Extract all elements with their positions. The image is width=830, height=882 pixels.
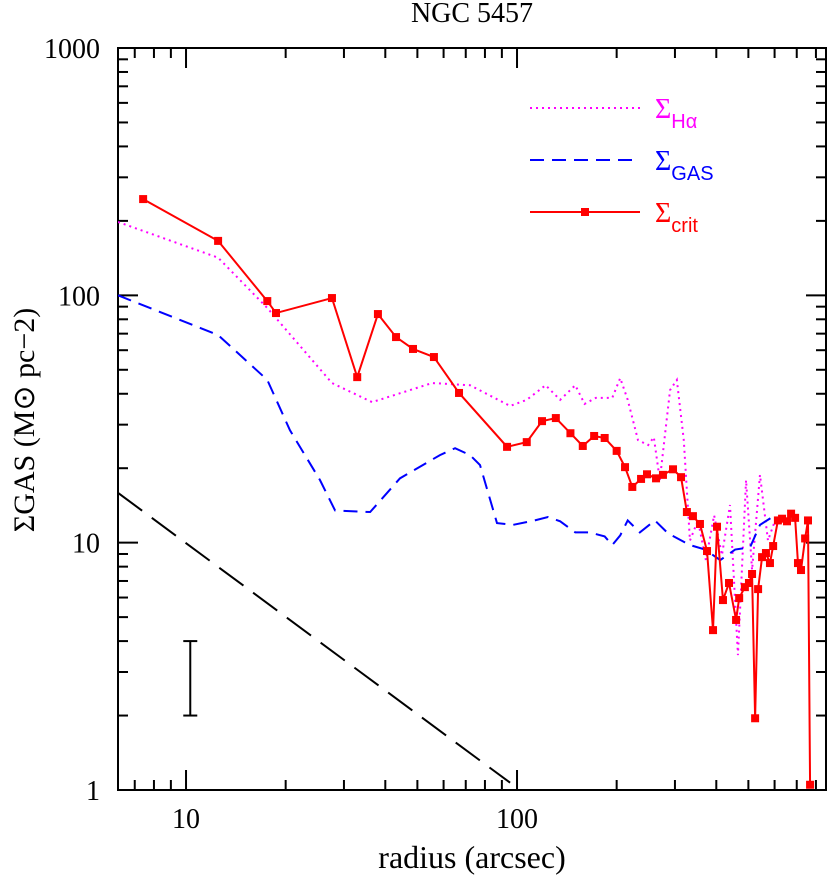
data-point (628, 482, 637, 491)
y-tick-label: 100 (58, 281, 100, 312)
x-axis-label: radius (arcsec) (378, 839, 565, 875)
series-line (118, 492, 511, 784)
data-point (735, 594, 744, 603)
data-point (658, 470, 667, 479)
data-point (695, 519, 704, 528)
data-point (806, 780, 815, 789)
data-point (709, 626, 718, 635)
data-point (538, 417, 547, 426)
legend-label: ΣGAS (655, 146, 714, 185)
data-point (732, 615, 741, 624)
plot-frame (117, 47, 827, 791)
data-point (725, 578, 734, 587)
data-point (718, 596, 727, 605)
data-point (263, 297, 272, 306)
data-point (578, 441, 587, 450)
data-point (522, 438, 531, 447)
y-tick-label: 1 (86, 776, 100, 807)
series-line (118, 221, 777, 656)
data-point (761, 549, 770, 558)
data-point (713, 522, 722, 531)
data-point (455, 388, 464, 397)
data-point (787, 509, 796, 518)
series-line (118, 294, 776, 562)
data-point (769, 542, 778, 551)
data-point (652, 474, 661, 483)
data-point (637, 474, 646, 483)
data-point (803, 516, 812, 525)
data-point (778, 514, 787, 523)
data-point (782, 517, 791, 526)
data-point (748, 569, 757, 578)
data-point (703, 547, 712, 556)
data-point (765, 559, 774, 568)
data-point (796, 566, 805, 575)
data-point (373, 310, 382, 319)
legend-marker (581, 208, 589, 216)
data-point (669, 465, 678, 474)
data-point (503, 442, 512, 451)
legend-label: ΣHα (655, 94, 697, 133)
data-point (590, 431, 599, 440)
data-point (677, 473, 686, 482)
data-point (773, 516, 782, 525)
y-tick-label: 10 (72, 529, 100, 560)
data-point (429, 353, 438, 362)
data-point (758, 553, 767, 562)
x-tick-label: 10 (172, 804, 200, 835)
data-point (600, 433, 609, 442)
data-point (688, 512, 697, 521)
series-line (142, 198, 812, 785)
legend-label: Σcrit (655, 198, 698, 237)
data-point (353, 373, 362, 382)
data-point (754, 585, 763, 594)
data-point (791, 513, 800, 522)
data-point (551, 414, 560, 423)
data-point (751, 714, 760, 723)
data-point (744, 578, 753, 587)
data-point (392, 333, 401, 342)
chart-title: NGC 5457 (411, 0, 533, 29)
data-point (793, 559, 802, 568)
data-point (214, 236, 223, 245)
y-axis-label: ΣGAS (M⊙ pc−2) (8, 308, 41, 533)
data-point (612, 446, 621, 455)
data-point (682, 508, 691, 517)
data-point (139, 195, 148, 204)
data-point (643, 470, 652, 479)
data-point (801, 534, 810, 543)
data-point (327, 294, 336, 303)
x-tick-label: 100 (496, 804, 538, 835)
y-tick-label: 1000 (44, 34, 100, 65)
data-point (566, 429, 575, 438)
plot-area (118, 195, 815, 789)
data-point (621, 463, 630, 472)
data-point (740, 583, 749, 592)
data-point (409, 344, 418, 353)
data-point (272, 309, 281, 318)
